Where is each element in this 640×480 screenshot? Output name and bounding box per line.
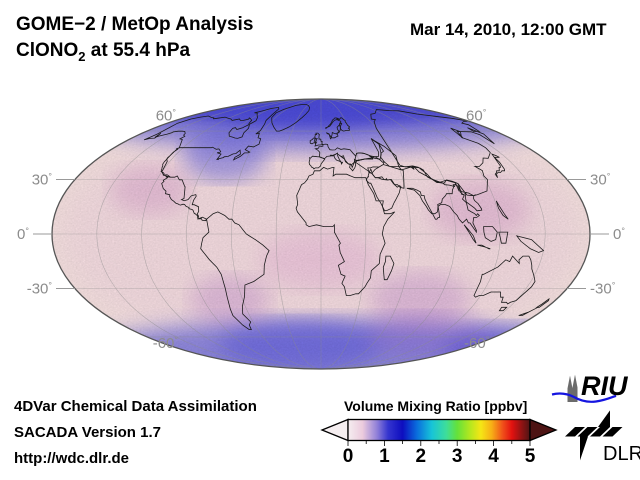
svg-text:60°: 60°: [466, 108, 487, 125]
svg-text:0: 0: [343, 446, 354, 467]
svg-text:2: 2: [416, 446, 427, 467]
svg-text:-60°: -60°: [153, 335, 179, 352]
svg-text:DLR: DLR: [603, 443, 640, 465]
svg-text:RIU: RIU: [581, 371, 629, 401]
svg-text:30°: 30°: [32, 172, 53, 189]
svg-text:Volume Mixing Ratio [ppbv]: Volume Mixing Ratio [ppbv]: [344, 398, 527, 414]
svg-text:-30°: -30°: [27, 280, 53, 297]
svg-text:4: 4: [488, 446, 499, 467]
svg-text:0°: 0°: [17, 226, 29, 243]
svg-text:1: 1: [379, 446, 390, 467]
svg-text:30°: 30°: [590, 172, 611, 189]
svg-text:3: 3: [452, 446, 463, 467]
svg-text:5: 5: [525, 446, 536, 467]
svg-text:-30°: -30°: [590, 280, 616, 297]
svg-text:-60°: -60°: [464, 335, 490, 352]
svg-text:0°: 0°: [613, 226, 625, 243]
